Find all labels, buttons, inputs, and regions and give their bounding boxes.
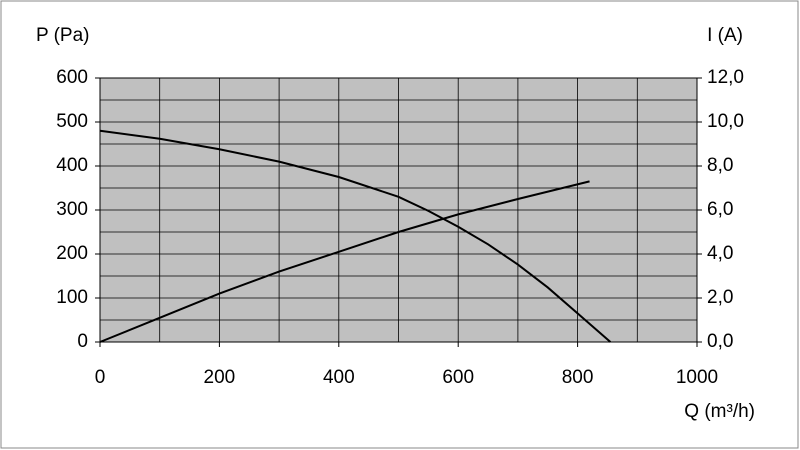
y2-tick-label: 4,0 [707, 243, 733, 264]
y-axis-title: P (Pa) [36, 25, 90, 46]
x-tick-label: 1000 [676, 367, 718, 388]
x-axis-title: Q (m³/h) [684, 401, 755, 422]
series-line [99, 180, 590, 343]
y-tick-label: 200 [56, 243, 88, 264]
series-line [99, 129, 612, 343]
x-tick-label: 400 [323, 367, 355, 388]
y2-axis-title: I (A) [707, 25, 743, 46]
x-tick-label: 600 [442, 367, 474, 388]
y2-tick-label: 12,0 [707, 67, 744, 88]
y-tick-label: 100 [56, 287, 88, 308]
y2-tick-label: 2,0 [707, 287, 733, 308]
x-tick-label: 800 [562, 367, 594, 388]
x-tick-label: 200 [204, 367, 236, 388]
y-tick-label: 600 [56, 67, 88, 88]
y-tick-label: 300 [56, 199, 88, 220]
y-tick-label: 400 [56, 155, 88, 176]
y2-tick-label: 10,0 [707, 111, 744, 132]
y-tick-label: 0 [77, 331, 88, 352]
y2-tick-label: 8,0 [707, 155, 733, 176]
x-tick-label: 0 [95, 367, 106, 388]
y-tick-label: 500 [56, 111, 88, 132]
y2-tick-label: 0,0 [707, 331, 733, 352]
y2-tick-label: 6,0 [707, 199, 733, 220]
